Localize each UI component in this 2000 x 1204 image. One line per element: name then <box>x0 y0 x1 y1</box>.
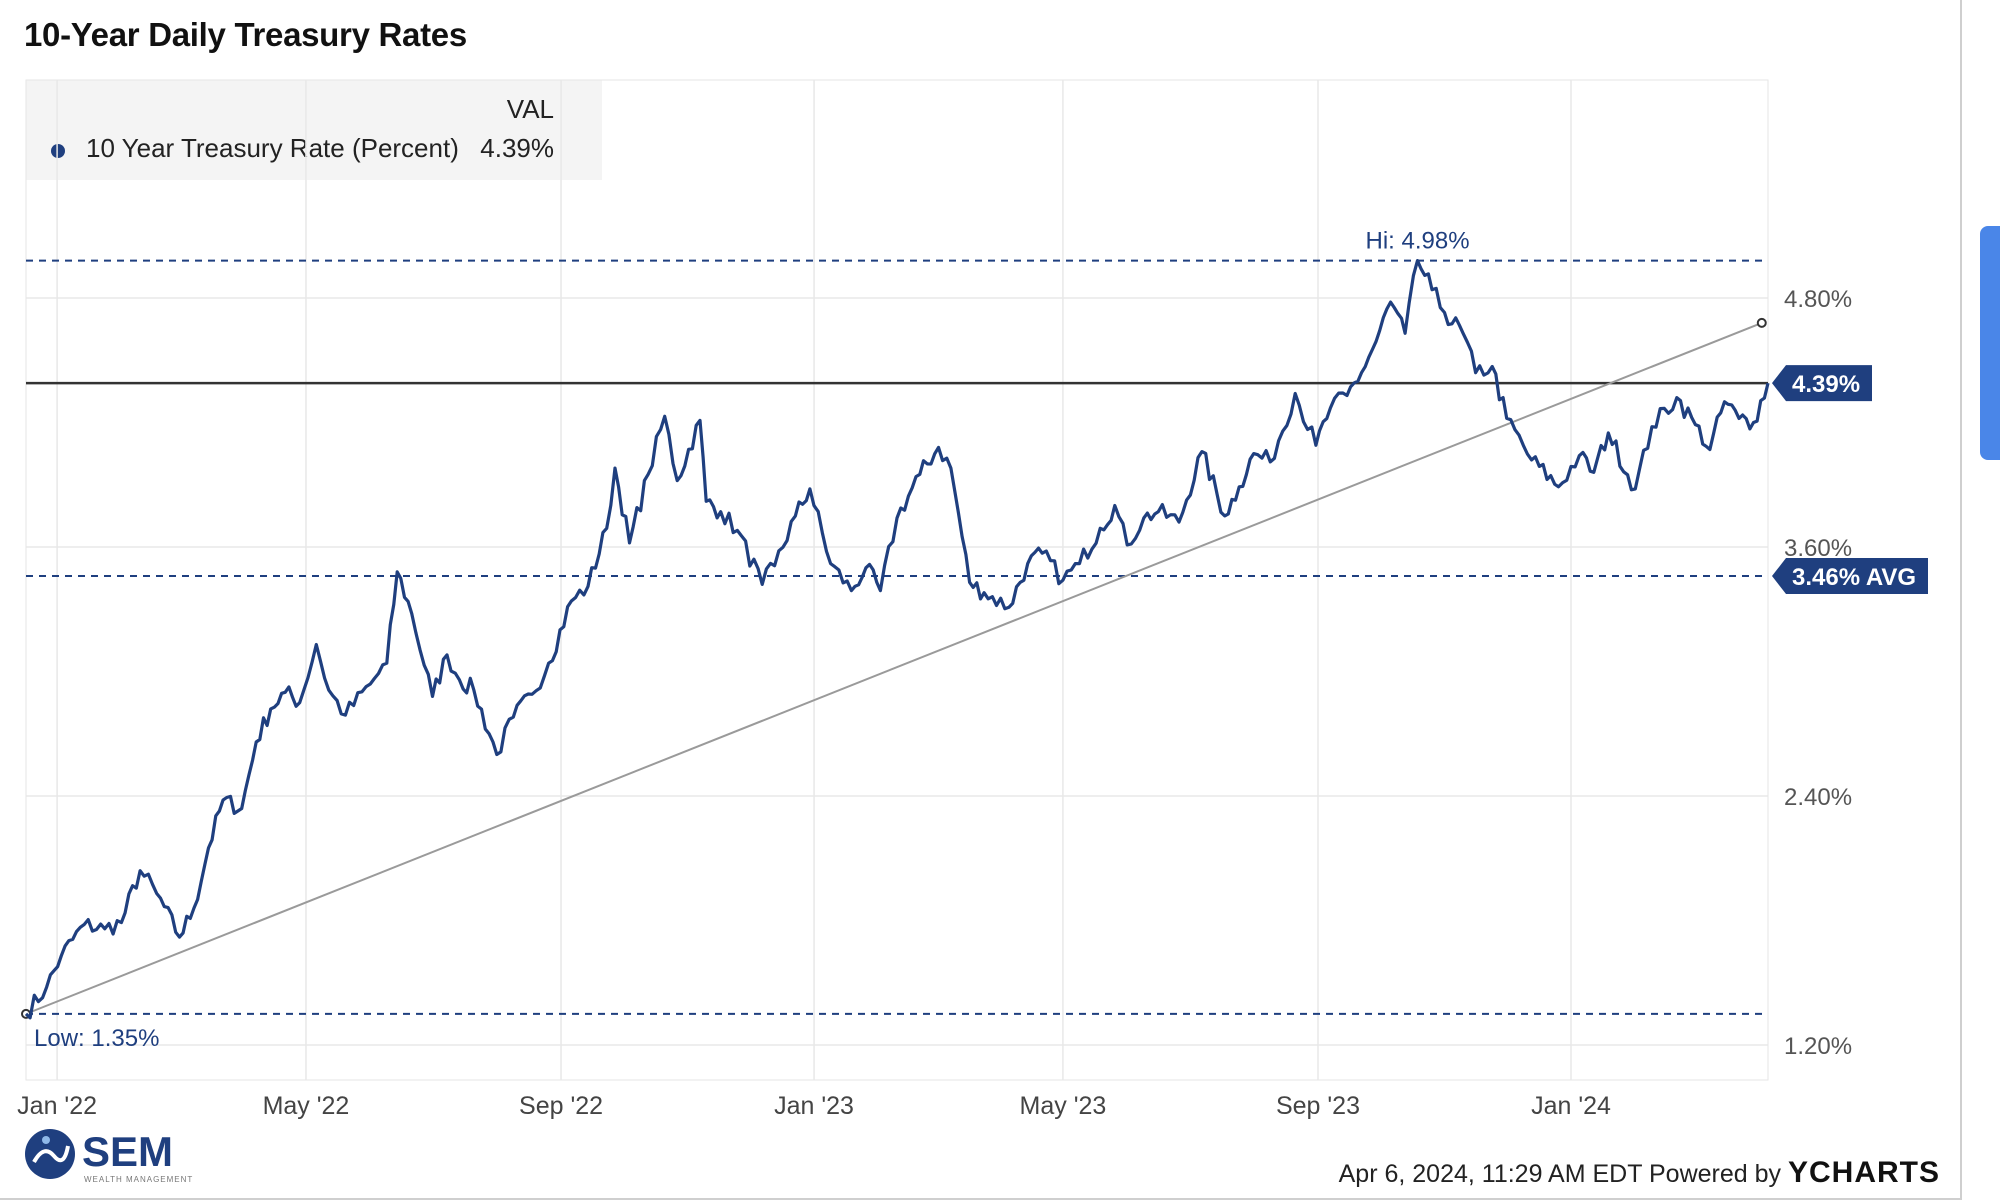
y-tick-label-1: 2.40% <box>1784 784 1852 811</box>
legend-box: VAL 10 Year Treasury Rate (Percent) 4.39… <box>26 80 602 180</box>
y-tick-label-2: 3.60% <box>1784 535 1852 562</box>
current-value-badge-text: 4.39% <box>1792 371 1860 398</box>
x-tick-label-3: Jan '23 <box>774 1092 854 1120</box>
x-tick-label-0: Jan '22 <box>17 1092 97 1120</box>
current-value-badge-shape <box>1772 365 1872 402</box>
series-line <box>24 259 1770 1020</box>
plot-area <box>25 79 1769 1081</box>
axis-labels: 1.20% 2.40% 3.60% 4.80% Jan '22 May '22 Sep '2… <box>17 228 1928 1120</box>
ycharts-brand[interactable]: YCHARTS <box>1787 1156 1940 1189</box>
x-tick-label-6: Jan '24 <box>1531 1092 1611 1120</box>
y-tick-label-0: 1.20% <box>1784 1033 1852 1060</box>
sem-logo: SEM WEALTH MANAGEMENT <box>24 1126 194 1184</box>
grid-lines <box>25 79 1769 1081</box>
side-panel-tab[interactable] <box>1980 226 2000 460</box>
average-badge-shape <box>1772 558 1928 595</box>
footer-powered-by: Powered by <box>1649 1160 1782 1188</box>
x-tick-label-2: Sep '22 <box>519 1092 603 1120</box>
x-tick-label-1: May '22 <box>263 1092 350 1120</box>
x-tick-label-5: Sep '23 <box>1276 1092 1360 1120</box>
legend-series-value: 4.39% <box>480 133 554 163</box>
trendline <box>25 321 1763 1015</box>
footer-credit: Apr 6, 2024, 11:29 AM EDT Powered by YCH… <box>1339 1156 1940 1190</box>
x-tick-label-4: May '23 <box>1020 1092 1107 1120</box>
legend-column-header: VAL <box>506 94 554 124</box>
sem-logo-icon <box>25 1129 75 1179</box>
low-annotation: Low: 1.35% <box>34 1025 159 1052</box>
trendline-end-marker <box>1756 317 1767 328</box>
sem-logo-text: SEM <box>82 1128 174 1175</box>
series-layer <box>21 259 1770 1020</box>
legend-series-name[interactable]: 10 Year Treasury Rate (Percent) <box>86 133 459 163</box>
page-title: 10-Year Daily Treasury Rates <box>24 16 467 53</box>
footer-timestamp: Apr 6, 2024, 11:29 AM EDT <box>1338 1160 1643 1188</box>
y-tick-label-3: 4.80% <box>1784 286 1852 313</box>
reference-lines <box>26 259 1768 1015</box>
legend-series-marker <box>51 144 65 158</box>
hi-annotation: Hi: 4.98% <box>1365 228 1469 255</box>
average-badge-text: 3.46% AVG <box>1792 564 1916 591</box>
chart-frame <box>0 0 1962 1200</box>
sem-logo-subtitle: WEALTH MANAGEMENT <box>84 1175 194 1184</box>
